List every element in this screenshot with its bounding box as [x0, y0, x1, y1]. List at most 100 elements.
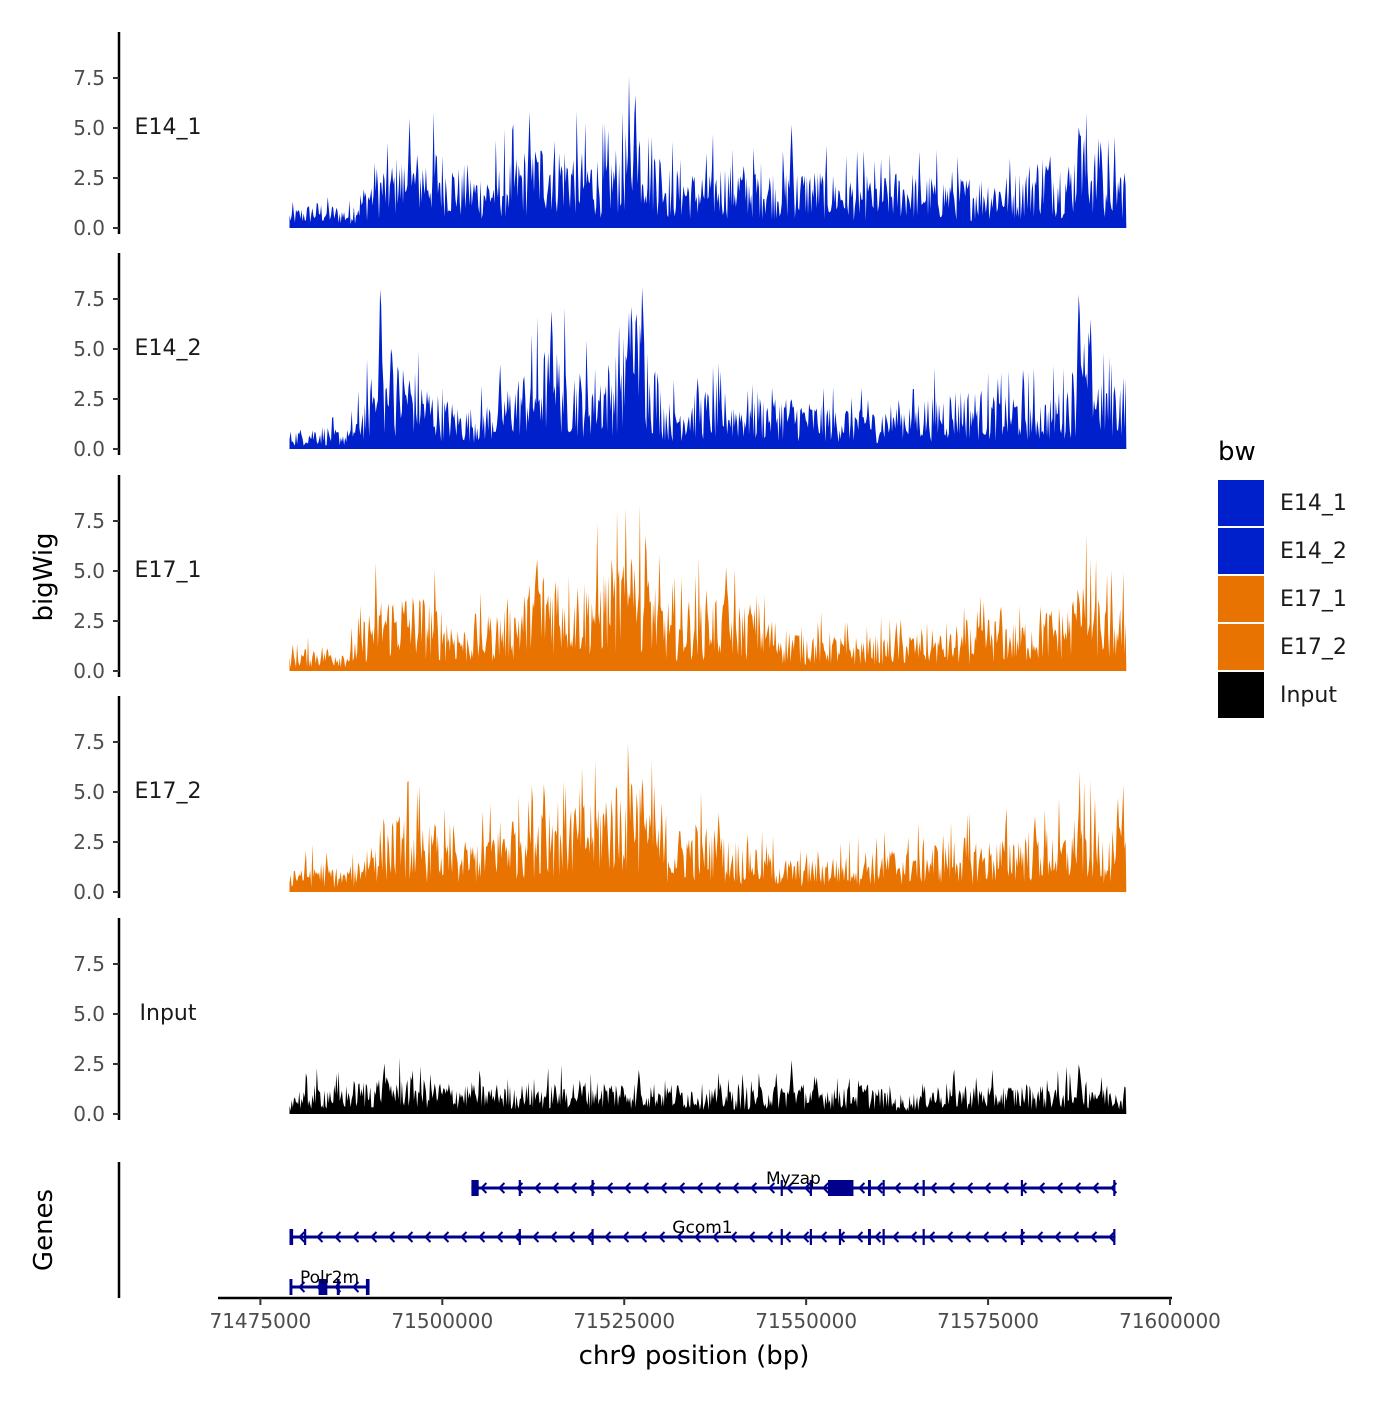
signal-area — [289, 76, 1127, 229]
strand-arrow — [712, 1231, 720, 1243]
y-tick-label: 5.0 — [73, 116, 105, 140]
strand-arrow — [696, 1182, 704, 1194]
strand-arrow — [930, 1182, 938, 1194]
exon — [518, 1229, 521, 1245]
legend-swatch — [1218, 576, 1264, 622]
legend-swatch — [1218, 624, 1264, 670]
strand-arrow — [1092, 1182, 1100, 1194]
x-tick-label: 71550000 — [755, 1309, 857, 1333]
strand-arrow — [982, 1231, 990, 1243]
strand-arrow — [550, 1231, 558, 1243]
exon — [336, 1279, 340, 1295]
y-tick-label: 5.0 — [73, 1002, 105, 1026]
exon — [365, 1279, 370, 1295]
legend-entry-E14_1: E14_1 — [1218, 480, 1347, 526]
strand-arrow — [622, 1231, 630, 1243]
exon — [809, 1229, 812, 1245]
legend-entry-E14_2: E14_2 — [1218, 528, 1347, 574]
y-tick-label: 0.0 — [73, 1102, 105, 1126]
x-tick-label: 71600000 — [1119, 1309, 1221, 1333]
strand-arrow — [804, 1182, 812, 1194]
track-E17_2: 0.0 2.5 5.0 7.5 E17_2 — [73, 696, 1127, 904]
x-tick-label: 71575000 — [937, 1309, 1039, 1333]
y-tick-label: 2.5 — [73, 387, 105, 411]
y-tick-label: 5.0 — [73, 780, 105, 804]
y-tick-label: 0.0 — [73, 880, 105, 904]
exon — [1113, 1180, 1116, 1196]
legend: E14_1 E14_2 E17_1 E17_2 Input — [1218, 480, 1347, 718]
strand-arrow — [748, 1231, 756, 1243]
strand-arrow — [298, 1281, 306, 1293]
exon — [882, 1229, 885, 1245]
signal-area — [289, 1057, 1127, 1114]
track-Input: 0.0 2.5 5.0 7.5 Input — [73, 918, 1127, 1126]
legend-title: bw — [1218, 437, 1256, 467]
strand-arrow — [570, 1182, 578, 1194]
genes-layer: Polr2m Gcom1 Myzap — [117, 1162, 1118, 1298]
strand-arrow — [856, 1231, 864, 1243]
strand-arrow — [406, 1231, 414, 1243]
genes-axis-title: Genes — [29, 1189, 59, 1271]
exon — [1020, 1180, 1024, 1196]
strand-arrow — [442, 1231, 450, 1243]
legend-entry-E17_2: E17_2 — [1218, 624, 1347, 670]
strand-arrow — [858, 1182, 866, 1194]
y-tick-label: 7.5 — [73, 287, 105, 311]
strand-arrow — [658, 1231, 666, 1243]
y-tick-label: 7.5 — [73, 509, 105, 533]
strand-arrow — [714, 1182, 722, 1194]
y-tick-label: 2.5 — [73, 830, 105, 854]
strand-arrow — [1056, 1182, 1064, 1194]
gene-Myzap: Myzap — [471, 1169, 1118, 1196]
strand-arrow — [498, 1182, 506, 1194]
strand-arrow — [1054, 1231, 1062, 1243]
strand-arrow — [802, 1231, 810, 1243]
y-tick-label: 0.0 — [73, 437, 105, 461]
legend-label: E17_2 — [1280, 635, 1347, 660]
legend-label: Input — [1280, 683, 1337, 708]
strand-arrow — [1036, 1231, 1044, 1243]
track-label: E14_2 — [135, 336, 202, 361]
x-tick-label: 71525000 — [573, 1309, 675, 1333]
strand-arrow — [964, 1231, 972, 1243]
signal-area — [289, 743, 1127, 892]
x-axis-title: chr9 position (bp) — [579, 1341, 810, 1371]
exon — [868, 1180, 871, 1196]
strand-arrow — [1002, 1182, 1010, 1194]
tracks-layer: 0.0 2.5 5.0 7.5 E14_1 0.0 2.5 5.0 7.5 E14_2 0.0 2.5… — [73, 32, 1127, 1126]
exon — [304, 1229, 307, 1245]
exon — [809, 1180, 812, 1196]
track-label: E17_1 — [135, 558, 202, 583]
y-tick-label: 0.0 — [73, 659, 105, 683]
y-tick-label: 7.5 — [73, 730, 105, 754]
strand-arrow — [1074, 1182, 1082, 1194]
x-tick-label: 71500000 — [391, 1309, 493, 1333]
strand-arrow — [912, 1182, 920, 1194]
strand-arrow — [480, 1182, 488, 1194]
exon — [868, 1229, 871, 1245]
exon — [827, 1180, 854, 1196]
strand-arrow — [876, 1182, 884, 1194]
exon — [780, 1229, 783, 1245]
strand-arrow — [388, 1231, 396, 1243]
strand-arrow — [928, 1231, 936, 1243]
gene-Polr2m: Polr2m — [289, 1268, 370, 1295]
strand-arrow — [424, 1231, 432, 1243]
strand-arrow — [1000, 1231, 1008, 1243]
y-tick-label: 7.5 — [73, 66, 105, 90]
track-E14_2: 0.0 2.5 5.0 7.5 E14_2 — [73, 253, 1127, 461]
exon — [780, 1180, 783, 1196]
gene-label: Polr2m — [300, 1268, 359, 1288]
y-tick-label: 5.0 — [73, 337, 105, 361]
y-tick-label: 2.5 — [73, 166, 105, 190]
legend-label: E14_2 — [1280, 539, 1347, 564]
strand-arrow — [874, 1231, 882, 1243]
exon — [882, 1180, 885, 1196]
strand-arrow — [750, 1182, 758, 1194]
strand-arrow — [478, 1231, 486, 1243]
strand-arrow — [768, 1182, 776, 1194]
strand-arrow — [1108, 1231, 1116, 1243]
strand-arrow — [730, 1231, 738, 1243]
strand-arrow — [586, 1231, 594, 1243]
